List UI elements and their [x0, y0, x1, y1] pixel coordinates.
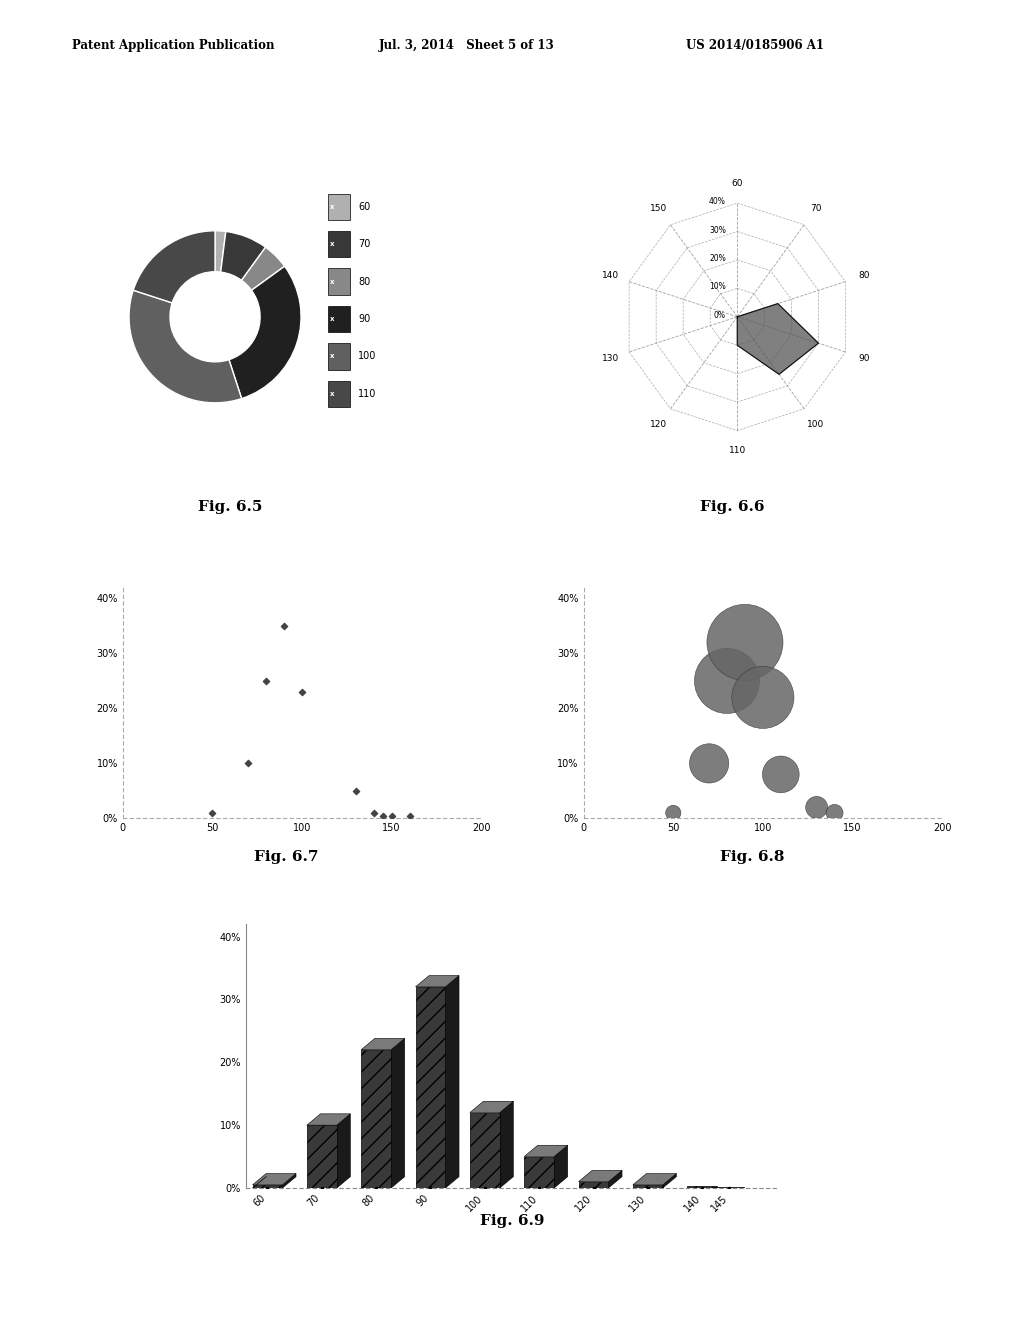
Text: x: x — [331, 279, 335, 285]
Text: Patent Application Publication: Patent Application Publication — [72, 38, 274, 51]
Point — [383, 805, 399, 826]
Text: 110: 110 — [358, 389, 377, 399]
Bar — [253, 1185, 283, 1188]
Text: Fig. 6.5: Fig. 6.5 — [199, 500, 262, 513]
Text: 110: 110 — [729, 446, 745, 455]
Text: 20%: 20% — [710, 253, 726, 263]
Polygon shape — [337, 1114, 350, 1188]
Polygon shape — [608, 1171, 622, 1188]
Text: 100: 100 — [358, 351, 377, 362]
Polygon shape — [500, 1101, 513, 1188]
Bar — [470, 1113, 500, 1188]
Point — [275, 615, 293, 636]
Text: Fig. 6.9: Fig. 6.9 — [480, 1214, 544, 1228]
Text: x: x — [331, 203, 335, 210]
Text: 130: 130 — [601, 354, 618, 363]
Text: x: x — [331, 315, 335, 322]
Text: 10%: 10% — [710, 282, 726, 292]
Text: 90: 90 — [858, 354, 870, 363]
Point — [719, 671, 735, 692]
Point — [401, 805, 418, 826]
Text: 40%: 40% — [709, 197, 726, 206]
Point — [258, 671, 274, 692]
Point — [347, 780, 365, 801]
Text: 30%: 30% — [709, 226, 726, 235]
Text: 90: 90 — [358, 314, 371, 323]
Bar — [328, 231, 350, 257]
Bar — [328, 268, 350, 294]
Bar — [633, 1185, 663, 1188]
Bar — [328, 194, 350, 220]
Polygon shape — [579, 1171, 622, 1181]
Wedge shape — [242, 247, 285, 290]
Bar — [328, 343, 350, 370]
Point — [755, 686, 771, 708]
Text: x: x — [331, 242, 335, 247]
Text: 80: 80 — [358, 277, 371, 286]
Text: Fig. 6.7: Fig. 6.7 — [255, 850, 318, 863]
Wedge shape — [221, 231, 265, 280]
Polygon shape — [737, 304, 818, 375]
Text: 70: 70 — [810, 205, 821, 214]
Polygon shape — [361, 1039, 404, 1049]
Wedge shape — [215, 231, 226, 272]
Polygon shape — [416, 975, 459, 987]
Bar — [307, 1125, 337, 1188]
Polygon shape — [253, 1173, 296, 1185]
Text: US 2014/0185906 A1: US 2014/0185906 A1 — [686, 38, 824, 51]
Bar — [524, 1156, 554, 1188]
Polygon shape — [307, 1114, 350, 1125]
Wedge shape — [133, 231, 215, 302]
Text: Fig. 6.6: Fig. 6.6 — [700, 500, 764, 513]
Text: 120: 120 — [650, 420, 668, 429]
Bar — [361, 1049, 391, 1188]
Wedge shape — [129, 290, 242, 403]
Polygon shape — [554, 1146, 567, 1188]
Bar — [328, 306, 350, 333]
Point — [826, 803, 843, 824]
Bar — [416, 987, 445, 1188]
Point — [700, 752, 717, 774]
Point — [375, 805, 391, 826]
Point — [666, 803, 682, 824]
Text: 60: 60 — [731, 178, 743, 187]
Point — [294, 681, 310, 702]
Bar — [328, 380, 350, 407]
Bar — [687, 1187, 717, 1188]
Point — [808, 797, 824, 818]
Point — [204, 803, 221, 824]
Point — [772, 764, 788, 785]
Polygon shape — [663, 1173, 677, 1188]
Text: 0%: 0% — [714, 312, 726, 319]
Text: Jul. 3, 2014   Sheet 5 of 13: Jul. 3, 2014 Sheet 5 of 13 — [379, 38, 555, 51]
Text: 80: 80 — [858, 271, 870, 280]
Text: 100: 100 — [807, 420, 824, 429]
Polygon shape — [633, 1173, 677, 1185]
Point — [736, 632, 753, 653]
Text: x: x — [331, 354, 335, 359]
Text: 140: 140 — [602, 271, 618, 280]
Point — [240, 752, 256, 774]
Wedge shape — [229, 267, 301, 399]
Point — [366, 803, 382, 824]
Text: Fig. 6.8: Fig. 6.8 — [721, 850, 784, 863]
Polygon shape — [524, 1146, 567, 1156]
Text: 70: 70 — [358, 239, 371, 249]
Text: 60: 60 — [358, 202, 371, 211]
Bar — [579, 1181, 608, 1188]
Text: 150: 150 — [650, 205, 668, 214]
Polygon shape — [445, 975, 459, 1188]
Polygon shape — [470, 1101, 513, 1113]
Polygon shape — [283, 1173, 296, 1188]
Text: x: x — [331, 391, 335, 397]
Polygon shape — [391, 1039, 404, 1188]
